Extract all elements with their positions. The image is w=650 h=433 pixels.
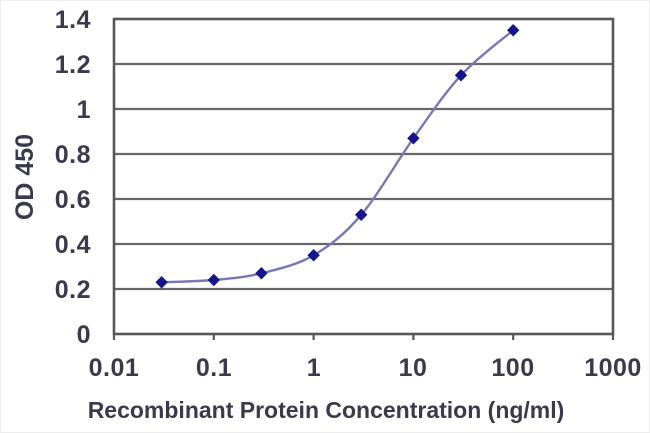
data-point-marker xyxy=(454,69,468,82)
x-tick-label: 10 xyxy=(398,354,428,382)
data-point-marker xyxy=(255,267,268,280)
data-point-marker xyxy=(407,132,420,145)
x-tick-label: 100 xyxy=(491,354,535,382)
data-point-marker xyxy=(207,273,220,287)
x-tick-label: 0.01 xyxy=(88,354,140,382)
y-tick-label: 0.6 xyxy=(54,186,91,214)
y-tick-label: 0.4 xyxy=(54,231,91,259)
x-tick-label: 1000 xyxy=(584,354,642,382)
x-tick-label: 1 xyxy=(306,354,322,382)
data-point-marker xyxy=(355,208,368,221)
data-point-marker xyxy=(507,24,520,37)
y-tick-label: 1.2 xyxy=(54,51,91,79)
y-axis-tick-labels: 1.4 1.2 1 0.8 0.6 0.4 0.2 0 xyxy=(1,1,91,432)
data-point-marker xyxy=(155,276,168,289)
data-point-marker xyxy=(307,249,320,262)
y-tick-label: 0.2 xyxy=(54,276,91,304)
y-tick-label: 0 xyxy=(76,321,91,349)
plot-frame xyxy=(112,17,615,336)
y-axis-title: OD 450 xyxy=(11,133,39,221)
x-tick-label: 0.1 xyxy=(195,354,233,382)
y-tick-label: 0.8 xyxy=(54,141,91,169)
y-tick-label: 1.4 xyxy=(54,6,91,34)
x-axis-title: Recombinant Protein Concentration (ng/ml… xyxy=(87,397,565,423)
y-tick-label: 1 xyxy=(76,96,91,124)
